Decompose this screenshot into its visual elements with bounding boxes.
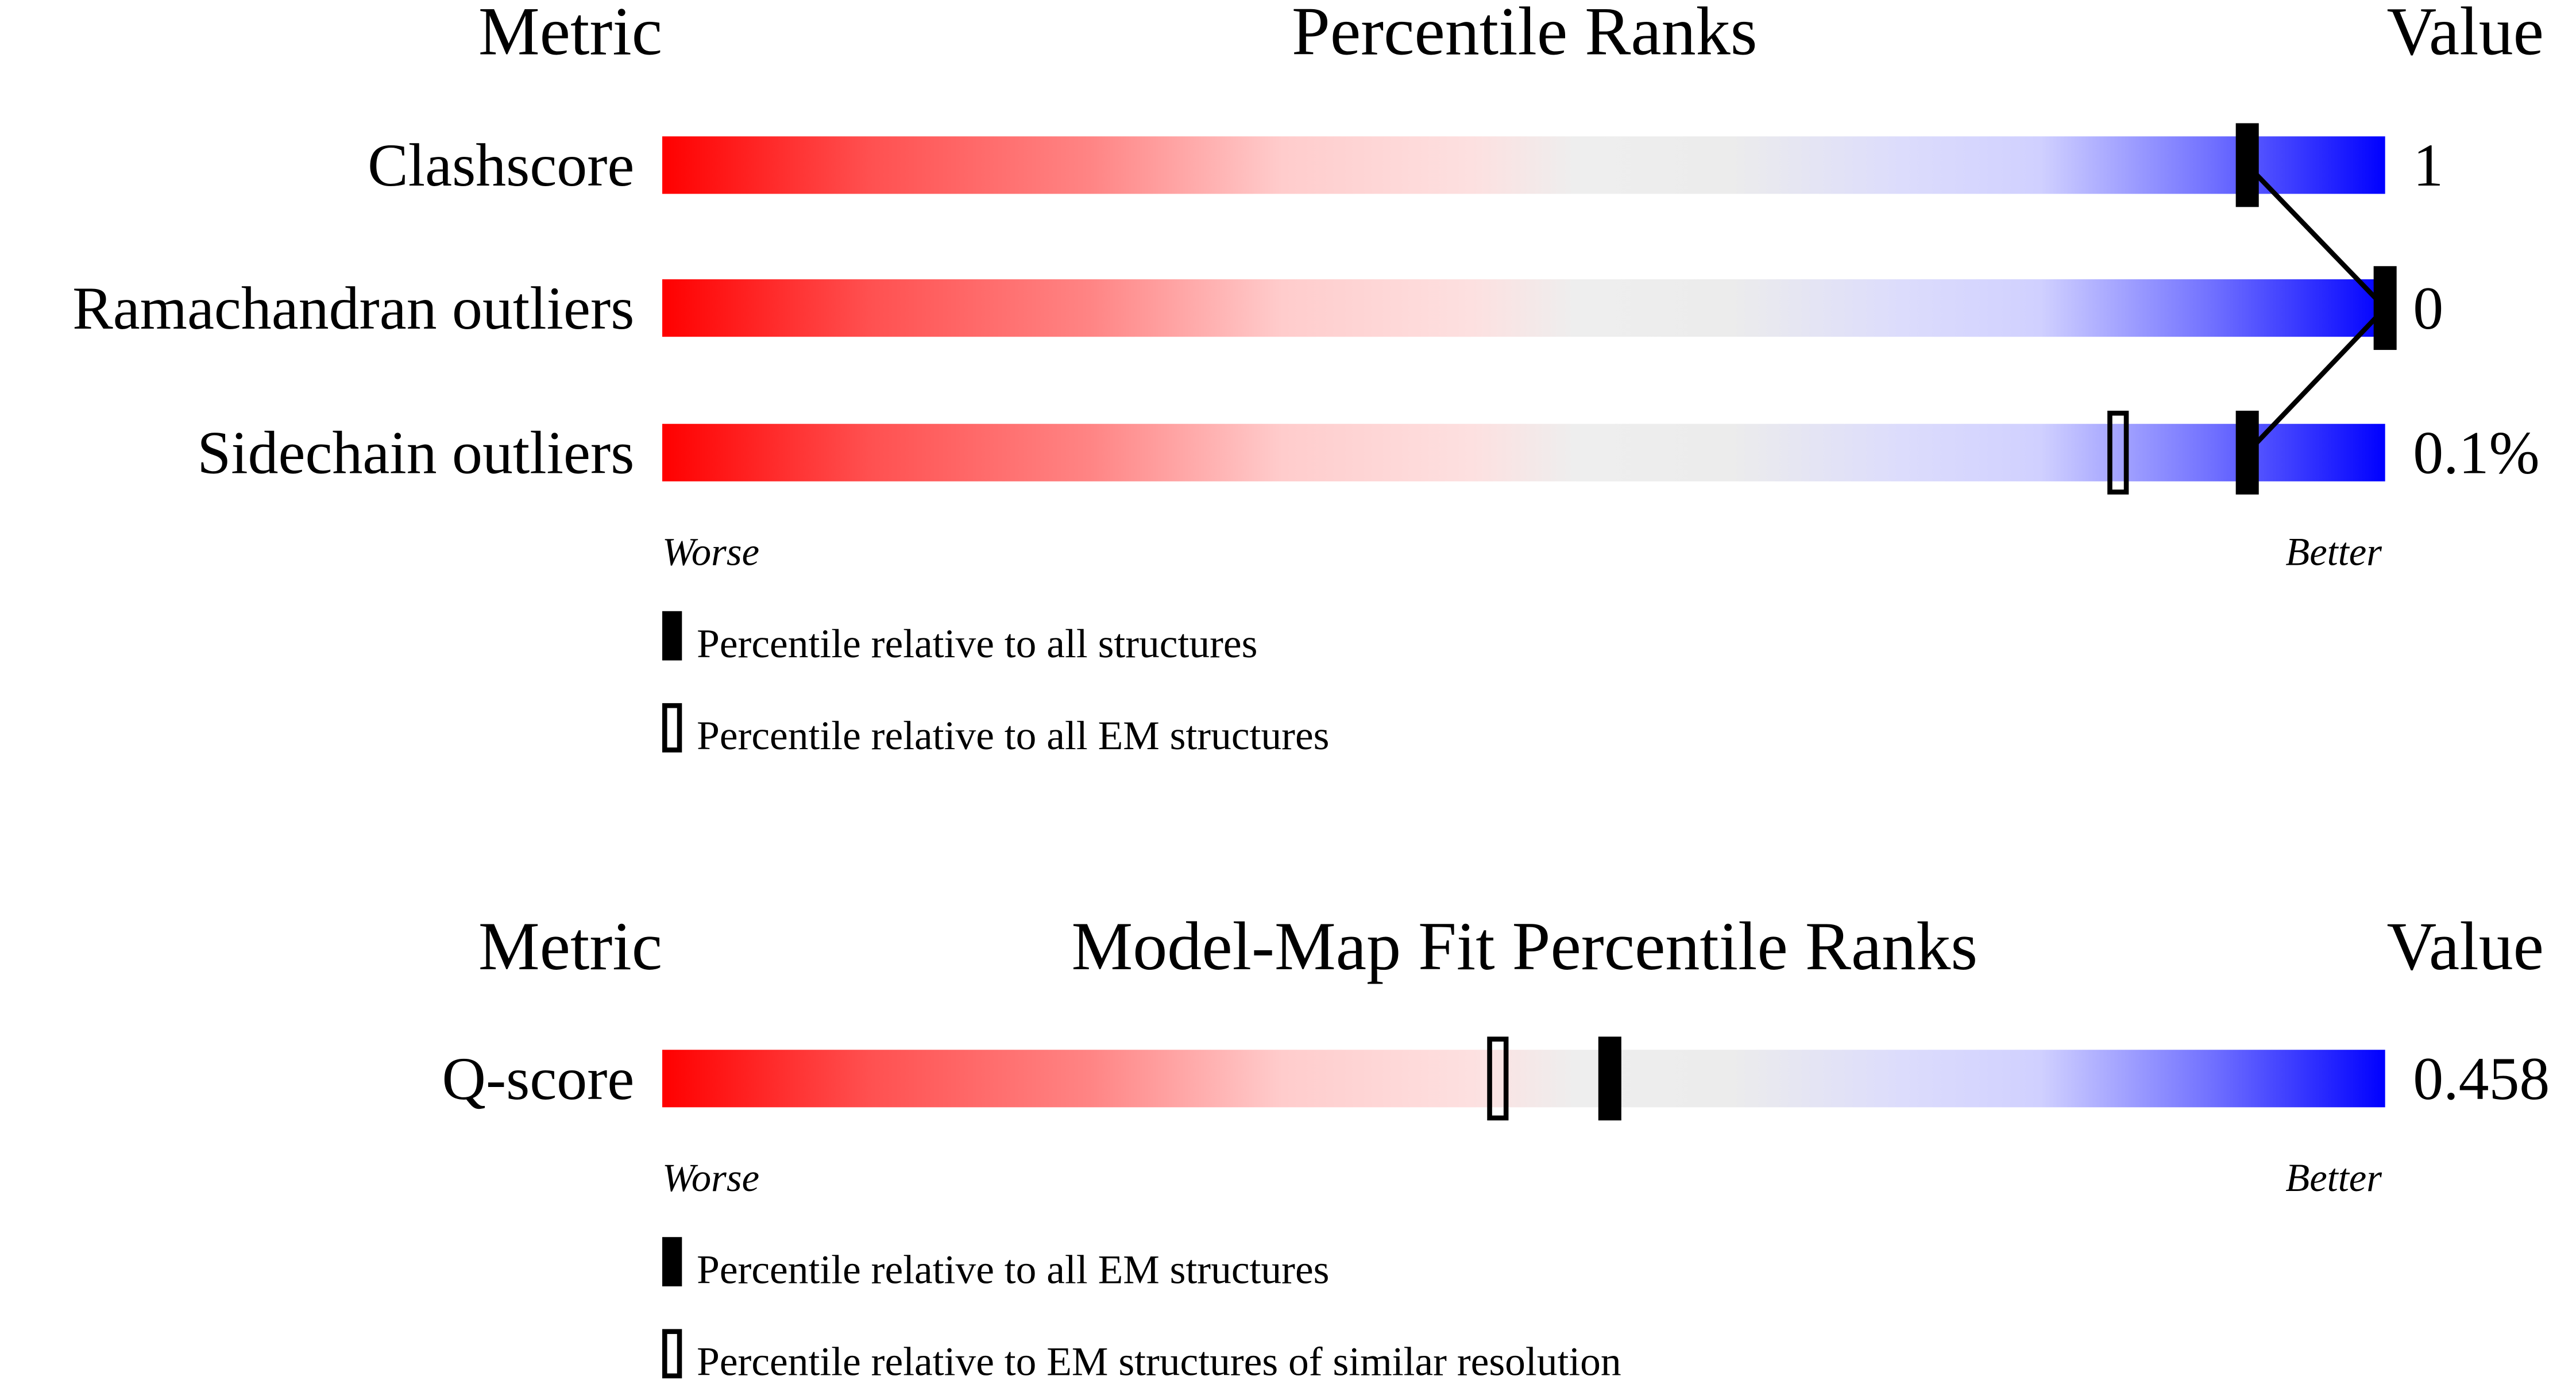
- worse-label-2: Worse: [662, 1156, 759, 1200]
- percentile-bar: [662, 1050, 2385, 1108]
- legend-open-marker: [662, 703, 682, 753]
- filled-percentile-marker: [1598, 1036, 1621, 1121]
- open-percentile-marker: [2107, 410, 2129, 495]
- metric-value: 0.458: [2413, 1045, 2550, 1112]
- better-label: Better: [2285, 530, 2382, 574]
- metric-value: 0: [2413, 275, 2443, 342]
- legend-filled-marker-2: [662, 1237, 682, 1287]
- metric-header-2: Metric: [478, 908, 662, 984]
- legend-filled-marker: [662, 611, 682, 661]
- metric-value: 1: [2413, 132, 2443, 199]
- metric-value: 0.1%: [2413, 419, 2539, 487]
- better-label-2: Better: [2285, 1156, 2382, 1200]
- legend-open-marker-2: [662, 1329, 682, 1379]
- value-header-2: Value: [2387, 908, 2544, 984]
- legend-filled-label-2: Percentile relative to all EM structures: [697, 1247, 1329, 1292]
- value-header: Value: [2387, 0, 2544, 69]
- legend-filled-label: Percentile relative to all structures: [697, 621, 1257, 666]
- metric-label: Q-score: [442, 1045, 635, 1112]
- percentile-bar: [662, 279, 2385, 337]
- metric-label: Sidechain outliers: [197, 419, 634, 487]
- legend-open-label: Percentile relative to all EM structures: [697, 713, 1329, 758]
- open-percentile-marker: [1487, 1036, 1509, 1121]
- percentile-bar: [662, 136, 2385, 194]
- metric-header: Metric: [478, 0, 662, 69]
- chart-title-2: Model-Map Fit Percentile Ranks: [1071, 908, 1978, 984]
- marker-connector-line: [2245, 163, 2389, 454]
- metric-label: Clashscore: [368, 132, 634, 199]
- percentile-bar: [662, 423, 2385, 481]
- chart-title: Percentile Ranks: [1292, 0, 1757, 69]
- metric-label: Ramachandran outliers: [72, 275, 634, 342]
- worse-label: Worse: [662, 530, 759, 574]
- legend-open-label-2: Percentile relative to EM structures of …: [697, 1339, 1621, 1380]
